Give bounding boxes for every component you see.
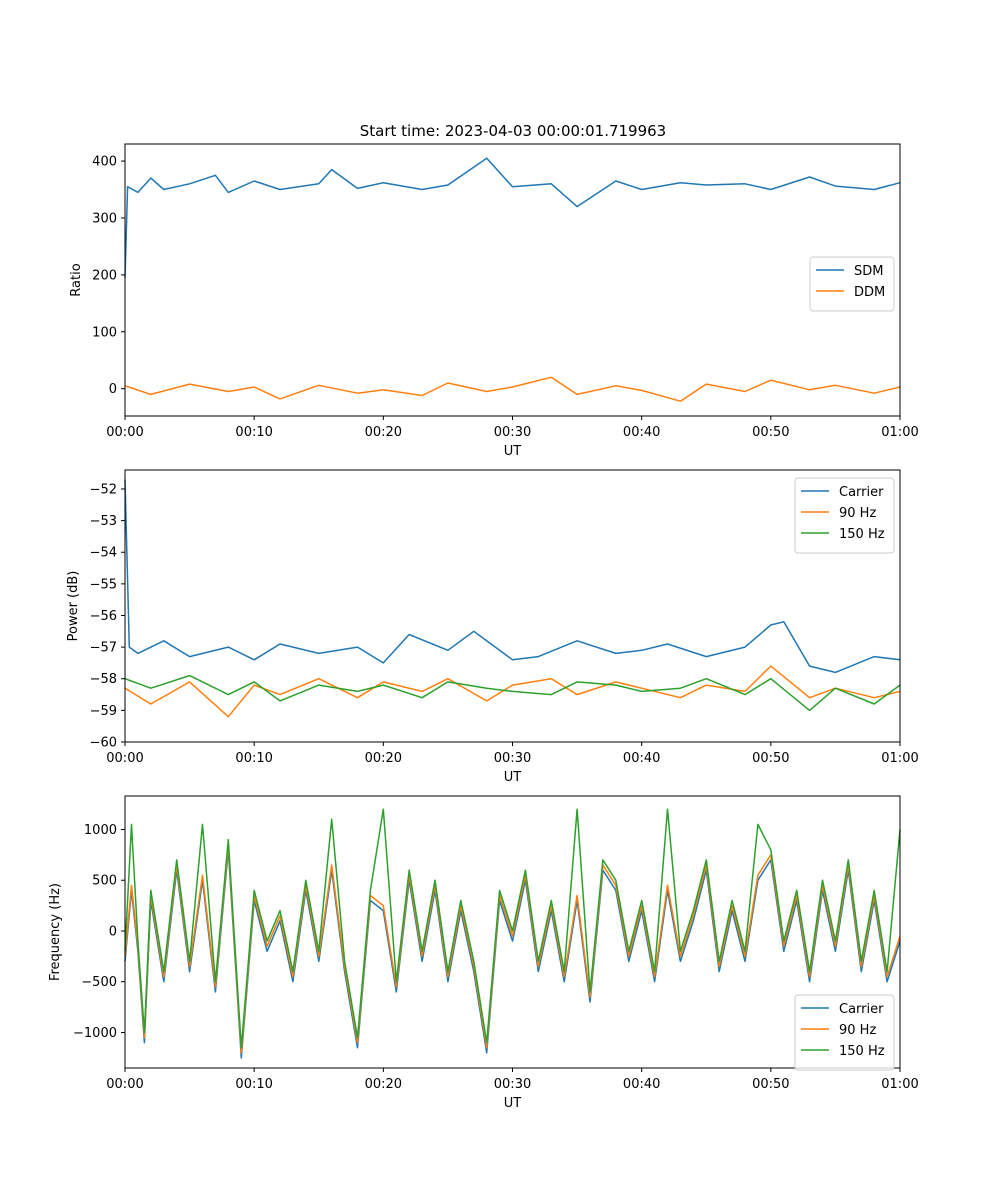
y-tick-label: −54 xyxy=(90,546,117,561)
series-line-150-hz xyxy=(124,808,901,1049)
y-tick-label: 1000 xyxy=(84,823,117,838)
legend-box xyxy=(794,477,895,554)
legend-label: Carrier xyxy=(839,1002,884,1017)
chart-panels: 00:00 00:10 00:20 00:30 00:40 00:50 01:00 0 100 2… xyxy=(48,143,919,1111)
y-tick-label: −56 xyxy=(90,609,117,624)
series-line-ddm xyxy=(124,376,901,402)
y-tick-label: 0 xyxy=(109,924,117,939)
x-tick-label: 00:40 xyxy=(623,1077,660,1092)
series-lines xyxy=(124,808,901,1059)
x-tick-label: 00:00 xyxy=(106,425,143,440)
y-axis-label: Power (dB) xyxy=(66,571,81,642)
x-tick-label: 00:30 xyxy=(494,751,531,766)
y-tick-label: −58 xyxy=(90,672,117,687)
y-tick-label: 200 xyxy=(92,268,117,283)
x-tick-label: 00:50 xyxy=(752,751,789,766)
legend-label: 90 Hz xyxy=(839,506,876,521)
legend-label: DDM xyxy=(854,285,885,300)
series-line-90-hz xyxy=(124,665,901,718)
x-tick-label: 00:40 xyxy=(623,425,660,440)
x-tick-label: 00:20 xyxy=(365,1077,402,1092)
y-tick-label: 100 xyxy=(92,325,117,340)
legend: Carrier 90 Hz 150 Hz xyxy=(794,994,895,1071)
x-axis-label: UT xyxy=(504,770,522,785)
x-tick-label: 00:30 xyxy=(494,1077,531,1092)
y-tick-label: 500 xyxy=(92,874,117,889)
y-tick-label: −52 xyxy=(90,482,117,497)
legend-label: SDM xyxy=(854,264,883,279)
x-tick-label: 00:20 xyxy=(365,425,402,440)
y-tick-label: −60 xyxy=(90,736,117,751)
legend-label: 90 Hz xyxy=(839,1023,876,1038)
x-tick-label: 00:30 xyxy=(494,425,531,440)
y-axis-label: Frequency (Hz) xyxy=(48,883,63,981)
x-tick-label: 00:20 xyxy=(365,751,402,766)
chart-panel-2: 00:00 00:10 00:20 00:30 00:40 00:50 01:00 −60 −5… xyxy=(66,469,919,785)
x-tick-label: 00:50 xyxy=(752,1077,789,1092)
legend-box xyxy=(794,994,895,1071)
legend: Carrier 90 Hz 150 Hz xyxy=(794,477,895,554)
figure-title: Start time: 2023-04-03 00:00:01.719963 xyxy=(360,122,666,140)
series-line-sdm xyxy=(124,157,901,278)
chart-panel-3: 00:00 00:10 00:20 00:30 00:40 00:50 01:00 −1000… xyxy=(48,795,919,1111)
series-lines xyxy=(124,479,901,718)
y-tick-label: 0 xyxy=(109,382,117,397)
legend-label: Carrier xyxy=(839,485,884,500)
y-tick-label: −55 xyxy=(90,577,117,592)
x-tick-label: 00:40 xyxy=(623,751,660,766)
series-lines xyxy=(124,157,901,402)
chart-panel-1: 00:00 00:10 00:20 00:30 00:40 00:50 01:00 0 100 2… xyxy=(69,143,919,459)
x-tick-label: 00:50 xyxy=(752,425,789,440)
y-tick-label: −57 xyxy=(90,641,117,656)
legend-label: 150 Hz xyxy=(839,527,885,542)
legend: SDM DDM xyxy=(809,256,895,312)
x-tick-label: 01:00 xyxy=(881,751,918,766)
x-axis-label: UT xyxy=(504,1096,522,1111)
y-tick-label: −53 xyxy=(90,514,117,529)
x-tick-label: 00:10 xyxy=(235,425,272,440)
legend-label: 150 Hz xyxy=(839,1044,885,1059)
y-axis-label: Ratio xyxy=(69,263,84,296)
x-tick-label: 00:10 xyxy=(235,751,272,766)
x-tick-label: 00:10 xyxy=(235,1077,272,1092)
series-line-carrier xyxy=(124,479,901,674)
x-axis-label: UT xyxy=(504,444,522,459)
y-tick-label: 300 xyxy=(92,211,117,226)
y-tick-label: −500 xyxy=(81,975,117,990)
y-tick-label: −59 xyxy=(90,704,117,719)
y-tick-label: 400 xyxy=(92,155,117,170)
x-tick-label: 00:00 xyxy=(106,1077,143,1092)
x-tick-label: 01:00 xyxy=(881,1077,918,1092)
x-tick-label: 00:00 xyxy=(106,751,143,766)
y-tick-label: −1000 xyxy=(73,1026,117,1041)
x-tick-label: 01:00 xyxy=(881,425,918,440)
series-line-150-hz xyxy=(124,674,901,712)
